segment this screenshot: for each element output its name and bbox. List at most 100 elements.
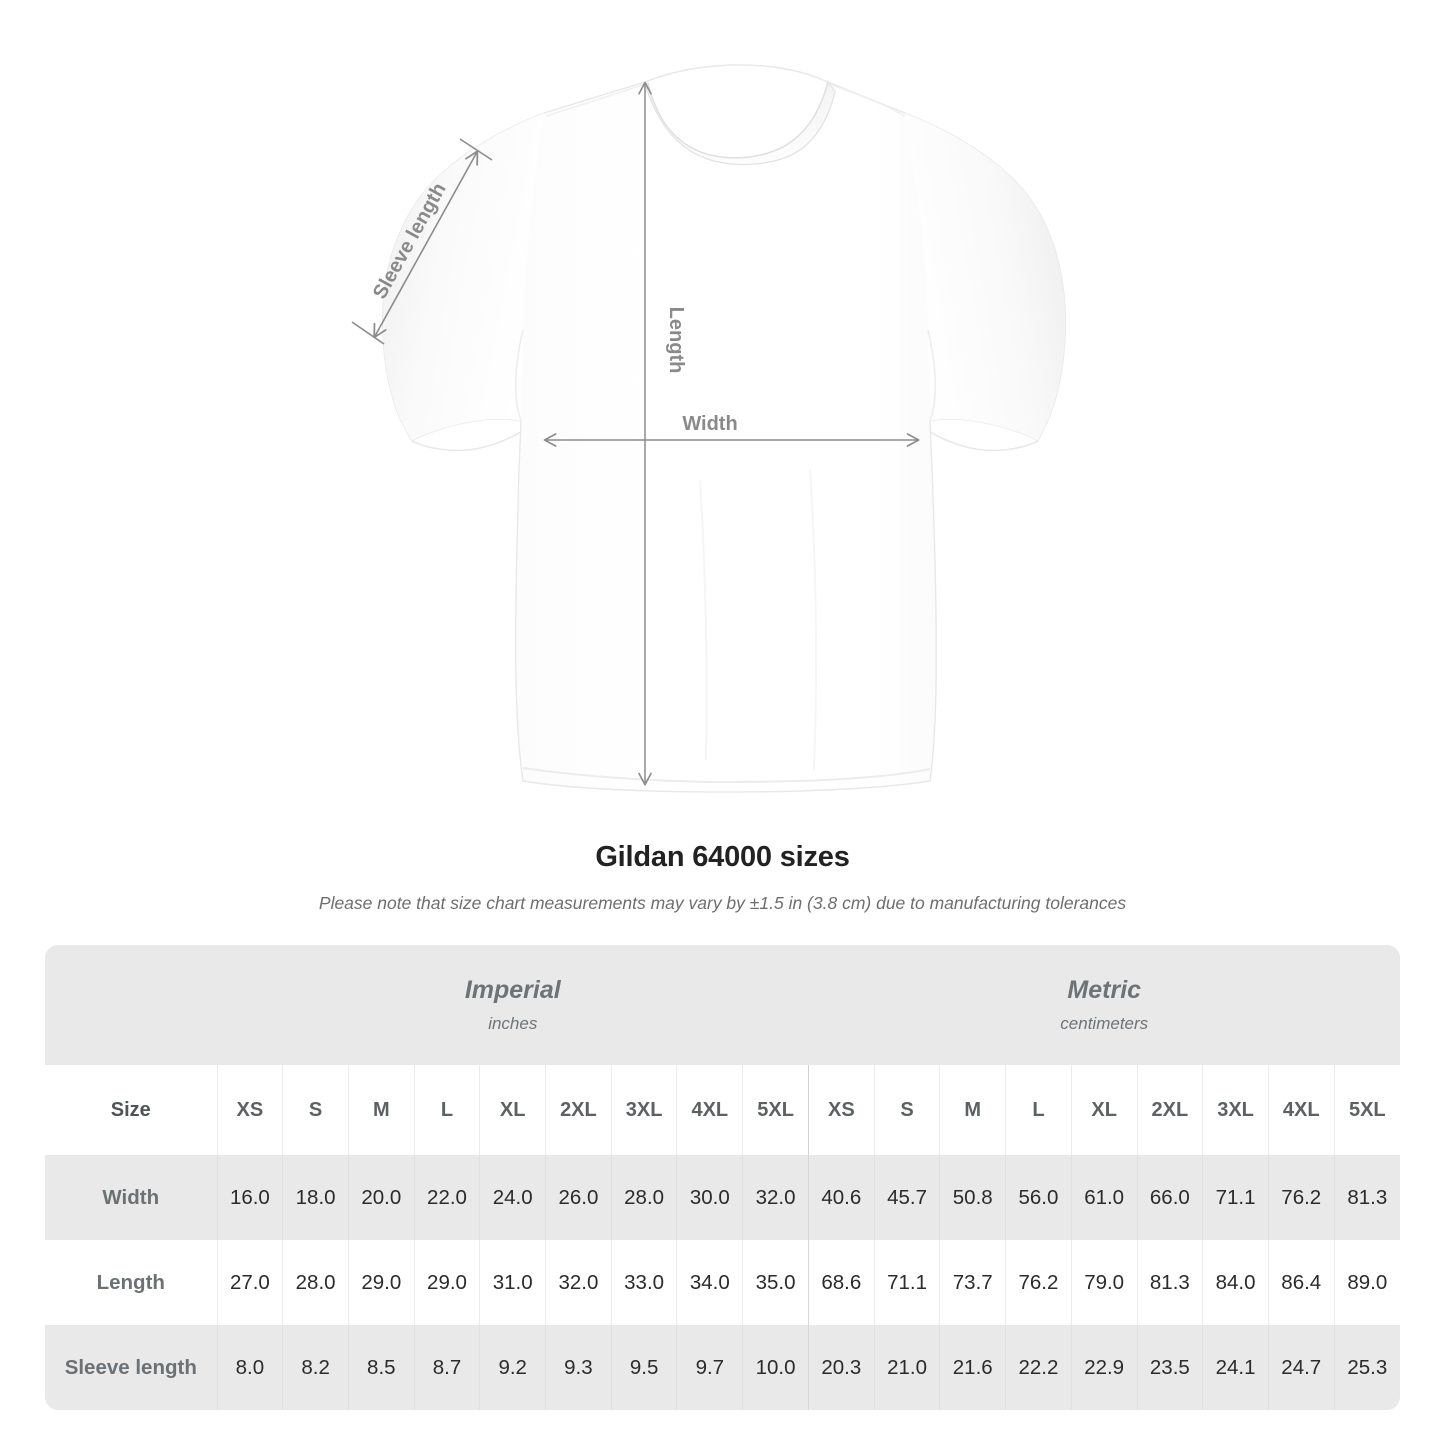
cell-sleeve-imperial-2xl: 9.3 — [545, 1325, 612, 1410]
width-measure: Width — [543, 413, 920, 447]
size-cell-imperial-l: L — [413, 1065, 480, 1155]
size-cell-imperial-3xl: 3XL — [610, 1065, 677, 1155]
cell-length-imperial-xs: 27.0 — [216, 1240, 283, 1325]
cell-width-metric-s: 45.7 — [873, 1155, 940, 1240]
cell-width-imperial-m: 20.0 — [347, 1155, 415, 1240]
size-cell-imperial-4xl: 4XL — [676, 1065, 743, 1155]
size-cell-imperial-xl: XL — [479, 1065, 546, 1155]
cell-length-imperial-s: 28.0 — [282, 1240, 349, 1325]
shirt-neck-opening — [647, 81, 829, 159]
system-header-spacer — [45, 945, 218, 1065]
size-cell-metric-5xl: 5XL — [1333, 1065, 1400, 1155]
size-cell-metric-2xl: 2XL — [1136, 1065, 1203, 1155]
cell-sleeve-metric-l: 22.2 — [1005, 1325, 1072, 1410]
size-cell-metric-xs: XS — [807, 1065, 875, 1155]
size-table-container: Imperial inches Metric centimeters Size … — [45, 945, 1400, 1410]
cell-width-imperial-2xl: 26.0 — [545, 1155, 612, 1240]
cell-sleeve-imperial-3xl: 9.5 — [610, 1325, 677, 1410]
cell-width-imperial-5xl: 32.0 — [742, 1155, 809, 1240]
shirt-right-sleeve — [905, 113, 1066, 441]
size-table: Imperial inches Metric centimeters Size … — [45, 945, 1400, 1410]
cell-width-metric-m: 50.8 — [939, 1155, 1006, 1240]
cell-width-metric-5xl: 81.3 — [1333, 1155, 1400, 1240]
shirt-right-shoulder-seam — [827, 83, 906, 117]
cell-sleeve-metric-5xl: 25.3 — [1333, 1325, 1400, 1410]
cell-sleeve-metric-4xl: 24.7 — [1267, 1325, 1335, 1410]
sleeve-length-arrow — [373, 150, 479, 339]
size-cell-metric-xl: XL — [1070, 1065, 1137, 1155]
cell-length-imperial-m: 29.0 — [347, 1240, 415, 1325]
tolerance-note: Please note that size chart measurements… — [318, 892, 1127, 913]
cell-length-metric-3xl: 84.0 — [1202, 1240, 1269, 1325]
cell-length-imperial-xl: 31.0 — [479, 1240, 546, 1325]
row-label-width: Width — [45, 1155, 218, 1240]
heading-block: Gildan 64000 sizes Please note that size… — [0, 840, 1445, 915]
cell-width-metric-2xl: 66.0 — [1136, 1155, 1203, 1240]
system-unit-metric: centimeters — [1060, 1014, 1149, 1034]
cell-sleeve-metric-xl: 22.9 — [1070, 1325, 1137, 1410]
cell-width-imperial-3xl: 28.0 — [610, 1155, 677, 1240]
shirt-fold-1 — [699, 479, 708, 761]
cell-length-metric-4xl: 86.4 — [1267, 1240, 1335, 1325]
length-label: Length — [665, 307, 687, 374]
system-name-imperial: Imperial — [464, 976, 561, 1005]
cell-length-metric-l: 76.2 — [1005, 1240, 1072, 1325]
page-title: Gildan 64000 sizes — [595, 841, 850, 873]
system-header-metric: Metric centimeters — [808, 945, 1400, 1065]
shirt-right-sleeve-hem — [929, 431, 1039, 452]
size-cell-metric-l: L — [1005, 1065, 1072, 1155]
cell-length-imperial-3xl: 33.0 — [610, 1240, 677, 1325]
size-cell-metric-3xl: 3XL — [1202, 1065, 1269, 1155]
cell-length-imperial-5xl: 35.0 — [742, 1240, 809, 1325]
table-row-length: Length 27.0 28.0 29.0 29.0 31.0 32.0 33.… — [45, 1240, 1400, 1325]
cell-width-imperial-4xl: 30.0 — [676, 1155, 743, 1240]
shirt-left-shoulder-seam — [545, 83, 646, 117]
cell-width-imperial-s: 18.0 — [282, 1155, 349, 1240]
cell-sleeve-imperial-l: 8.7 — [413, 1325, 480, 1410]
cell-length-metric-5xl: 89.0 — [1333, 1240, 1400, 1325]
shirt-left-sleeve-hem — [411, 431, 522, 452]
cell-sleeve-metric-s: 21.0 — [873, 1325, 940, 1410]
cell-sleeve-metric-m: 21.6 — [939, 1325, 1006, 1410]
row-label-sleeve-length: Sleeve length — [45, 1325, 218, 1410]
cell-sleeve-metric-3xl: 24.1 — [1202, 1325, 1269, 1410]
row-label-length: Length — [45, 1240, 218, 1325]
cell-sleeve-imperial-xl: 9.2 — [479, 1325, 546, 1410]
shirt-fold-2 — [809, 469, 818, 771]
system-header-imperial: Imperial inches — [217, 945, 809, 1065]
size-cell-metric-s: S — [873, 1065, 940, 1155]
cell-length-metric-m: 73.7 — [939, 1240, 1006, 1325]
size-header-row: Size XS S M L XL 2XL 3XL 4XL 5XL XS S M … — [45, 1065, 1400, 1155]
size-cell-metric-4xl: 4XL — [1267, 1065, 1335, 1155]
system-name-metric: Metric — [1067, 976, 1142, 1005]
cell-length-metric-s: 71.1 — [873, 1240, 940, 1325]
cell-width-metric-3xl: 71.1 — [1202, 1155, 1269, 1240]
tshirt-diagram: Sleeve length Length Width — [351, 64, 1067, 793]
cell-sleeve-imperial-5xl: 10.0 — [742, 1325, 809, 1410]
cell-width-imperial-xl: 24.0 — [479, 1155, 546, 1240]
cell-length-imperial-2xl: 32.0 — [545, 1240, 612, 1325]
table-row-sleeve-length: Sleeve length 8.0 8.2 8.5 8.7 9.2 9.3 9.… — [45, 1325, 1400, 1410]
shirt-bottom-hem — [522, 767, 931, 784]
cell-length-metric-xl: 79.0 — [1070, 1240, 1137, 1325]
cell-length-imperial-l: 29.0 — [413, 1240, 480, 1325]
system-unit-imperial: inches — [488, 1014, 538, 1034]
table-row-width: Width 16.0 18.0 20.0 22.0 24.0 26.0 28.0… — [45, 1155, 1400, 1240]
system-header-row: Imperial inches Metric centimeters — [45, 945, 1400, 1065]
shirt-right-sleeve-seam — [927, 329, 936, 422]
cell-sleeve-imperial-4xl: 9.7 — [676, 1325, 743, 1410]
cell-sleeve-imperial-s: 8.2 — [282, 1325, 349, 1410]
size-cell-imperial-s: S — [282, 1065, 349, 1155]
shirt-left-sleeve-seam — [515, 329, 524, 422]
cell-sleeve-metric-2xl: 23.5 — [1136, 1325, 1203, 1410]
cell-width-metric-xs: 40.6 — [807, 1155, 875, 1240]
cell-sleeve-metric-xs: 20.3 — [807, 1325, 875, 1410]
cell-width-metric-4xl: 76.2 — [1267, 1155, 1335, 1240]
size-cell-imperial-m: M — [347, 1065, 415, 1155]
size-cell-imperial-2xl: 2XL — [545, 1065, 612, 1155]
width-label: Width — [682, 413, 737, 435]
cell-length-metric-2xl: 81.3 — [1136, 1240, 1203, 1325]
cell-width-metric-l: 56.0 — [1005, 1155, 1072, 1240]
size-cell-imperial-xs: XS — [216, 1065, 283, 1155]
